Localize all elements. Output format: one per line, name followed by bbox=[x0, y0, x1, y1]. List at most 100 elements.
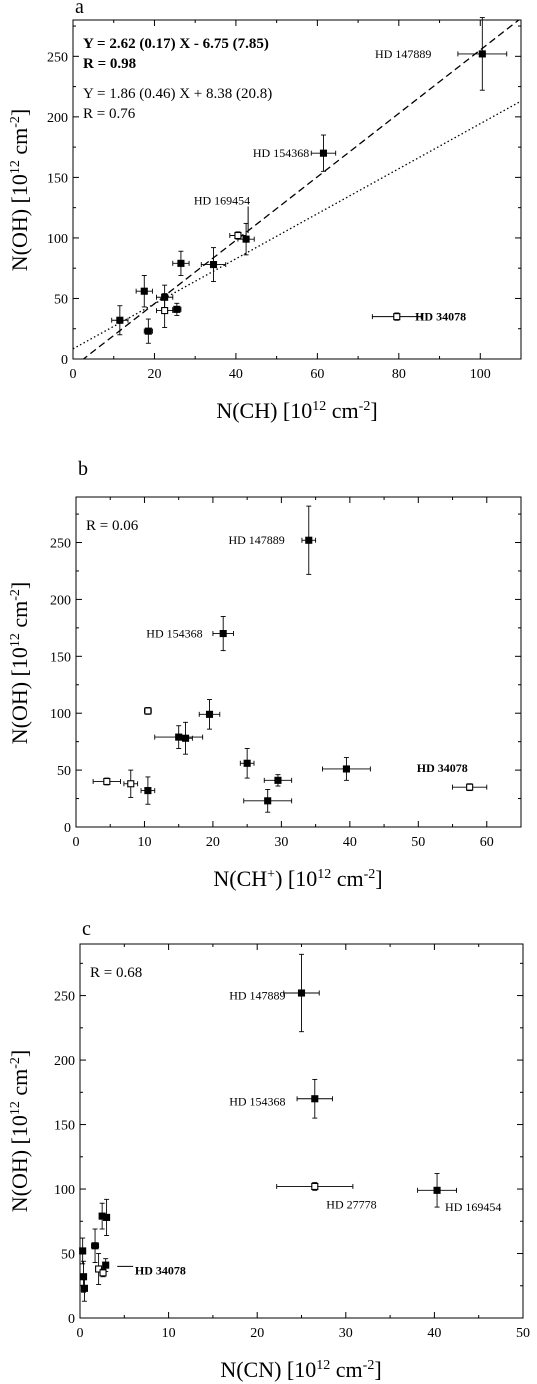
fit-equation: Y = 2.62 (0.17) X - 6.75 (7.85) bbox=[83, 36, 269, 52]
data-point bbox=[91, 1228, 100, 1263]
x-tick-label: 20 bbox=[206, 835, 220, 850]
x-tick-label: 100 bbox=[470, 367, 491, 382]
marker-filled-square bbox=[297, 989, 306, 997]
marker-open-square bbox=[466, 783, 474, 791]
data-point bbox=[178, 721, 193, 755]
x-tick-label: 40 bbox=[427, 1326, 441, 1341]
x-tick-label: 30 bbox=[339, 1326, 353, 1341]
marker-filled-square bbox=[144, 787, 152, 795]
marker-filled-square bbox=[274, 776, 282, 784]
data-point bbox=[417, 1173, 457, 1208]
star-annotation: HD 147889 bbox=[375, 47, 431, 61]
marker-filled-square bbox=[319, 149, 328, 157]
star-annotation: HD 154368 bbox=[146, 627, 202, 641]
star-annotation: HD 34078 bbox=[417, 761, 468, 775]
data-point bbox=[243, 788, 293, 813]
marker-filled-square bbox=[102, 1261, 110, 1269]
y-axis-label: N(OH) [1012 cm-2] bbox=[7, 109, 32, 272]
data-point bbox=[263, 774, 293, 787]
x-tick-label: 20 bbox=[250, 1326, 264, 1341]
marker-filled-square bbox=[79, 1247, 87, 1255]
data-point bbox=[135, 275, 153, 308]
x-tick-label: 60 bbox=[310, 367, 324, 382]
chart-panel-a: a 0 20 40 60 80 100 0 50 100 150 200 250 Y = 2.62 (0.… bbox=[47, 0, 522, 382]
data-point bbox=[283, 953, 320, 1033]
y-axis-label: N(OH) [1012 cm-2] bbox=[7, 582, 32, 745]
y-tick-label: 0 bbox=[68, 1312, 75, 1327]
x-axis-label: N(CH+) [1012 cm-2] bbox=[213, 866, 382, 891]
data-point bbox=[452, 783, 488, 792]
panel-label: c bbox=[82, 918, 91, 940]
y-tick-label: 0 bbox=[61, 353, 68, 368]
marker-filled-square bbox=[311, 1095, 319, 1103]
data-point bbox=[322, 757, 371, 781]
data-point bbox=[111, 305, 129, 336]
data-point bbox=[276, 1182, 354, 1191]
x-tick-label: 0 bbox=[70, 367, 77, 382]
marker-filled-square bbox=[144, 327, 152, 335]
panel-label: a bbox=[75, 0, 84, 18]
x-tick-label: 10 bbox=[137, 835, 151, 850]
plot-frame bbox=[72, 19, 522, 360]
y-tick-label: 50 bbox=[57, 764, 71, 779]
marker-open-square bbox=[144, 707, 152, 715]
marker-open-square bbox=[311, 1182, 319, 1191]
star-annotation: HD 154368 bbox=[229, 1094, 285, 1108]
x-tick-label: 0 bbox=[77, 1326, 84, 1341]
fit-line-dotted bbox=[73, 100, 521, 350]
correlation-label: R = 0.68 bbox=[90, 965, 142, 981]
marker-open-square bbox=[393, 313, 401, 321]
x-tick-label: 40 bbox=[229, 367, 243, 382]
fit-equation: Y = 1.86 (0.46) X + 8.38 (20.8) bbox=[83, 86, 272, 102]
data-point bbox=[198, 699, 221, 730]
marker-open-square bbox=[99, 1269, 107, 1277]
x-tick-label: 50 bbox=[516, 1326, 530, 1341]
marker-filled-square bbox=[79, 1273, 88, 1281]
data-point bbox=[140, 776, 156, 805]
marker-filled-square bbox=[219, 630, 227, 638]
marker-filled-square bbox=[264, 797, 272, 805]
data-point bbox=[239, 748, 255, 779]
marker-filled-square bbox=[209, 261, 218, 269]
marker-filled-square bbox=[243, 759, 251, 767]
star-annotation: HD 169454 bbox=[445, 1200, 501, 1214]
marker-open-square bbox=[127, 780, 135, 788]
y-tick-label: 250 bbox=[50, 537, 71, 552]
fit-line-dashed bbox=[82, 20, 520, 359]
marker-filled-square bbox=[342, 765, 350, 773]
x-tick-label: 30 bbox=[274, 835, 288, 850]
marker-filled-square bbox=[140, 287, 148, 295]
y-tick-label: 0 bbox=[64, 821, 71, 836]
data-point bbox=[79, 1237, 87, 1265]
marker-filled-square bbox=[80, 1284, 88, 1292]
y-tick-label: 150 bbox=[50, 650, 71, 665]
data-point bbox=[92, 777, 121, 786]
y-tick-label: 200 bbox=[47, 111, 68, 126]
marker-filled-square bbox=[177, 259, 185, 267]
chart-panel-c: c 0 10 20 30 40 50 0 50 100 150 200 250 R = 0.68 HD 14… bbox=[54, 918, 530, 1341]
data-point bbox=[229, 231, 247, 240]
marker-filled-square bbox=[478, 50, 486, 58]
star-annotation: HD 27778 bbox=[326, 1198, 376, 1212]
x-tick-label: 80 bbox=[392, 367, 406, 382]
star-annotation: HD 154368 bbox=[253, 146, 309, 160]
x-tick-label: 60 bbox=[480, 835, 494, 850]
star-annotation: HD 169454 bbox=[194, 193, 250, 207]
marker-open-square bbox=[234, 231, 242, 240]
x-axis-label: N(CH) [1012 cm-2] bbox=[216, 398, 377, 423]
marker-filled-square bbox=[91, 1242, 99, 1250]
marker-open-square bbox=[103, 777, 111, 786]
data-point bbox=[144, 707, 152, 715]
x-tick-label: 20 bbox=[147, 367, 161, 382]
correlation-label: R = 0.06 bbox=[86, 518, 139, 534]
marker-filled-square bbox=[103, 1213, 111, 1221]
marker-filled-square bbox=[205, 710, 214, 718]
data-point bbox=[172, 250, 190, 276]
chart-panel-b: b 0 10 20 30 40 50 60 0 50 100 150 200 250 R = 0.06 HD … bbox=[50, 458, 522, 850]
y-tick-label: 150 bbox=[54, 1119, 75, 1134]
fit-correlation: R = 0.76 bbox=[83, 106, 136, 122]
data-point bbox=[103, 1198, 111, 1236]
panel-label: b bbox=[78, 458, 88, 480]
data-point bbox=[123, 769, 139, 798]
y-tick-label: 250 bbox=[47, 50, 68, 65]
